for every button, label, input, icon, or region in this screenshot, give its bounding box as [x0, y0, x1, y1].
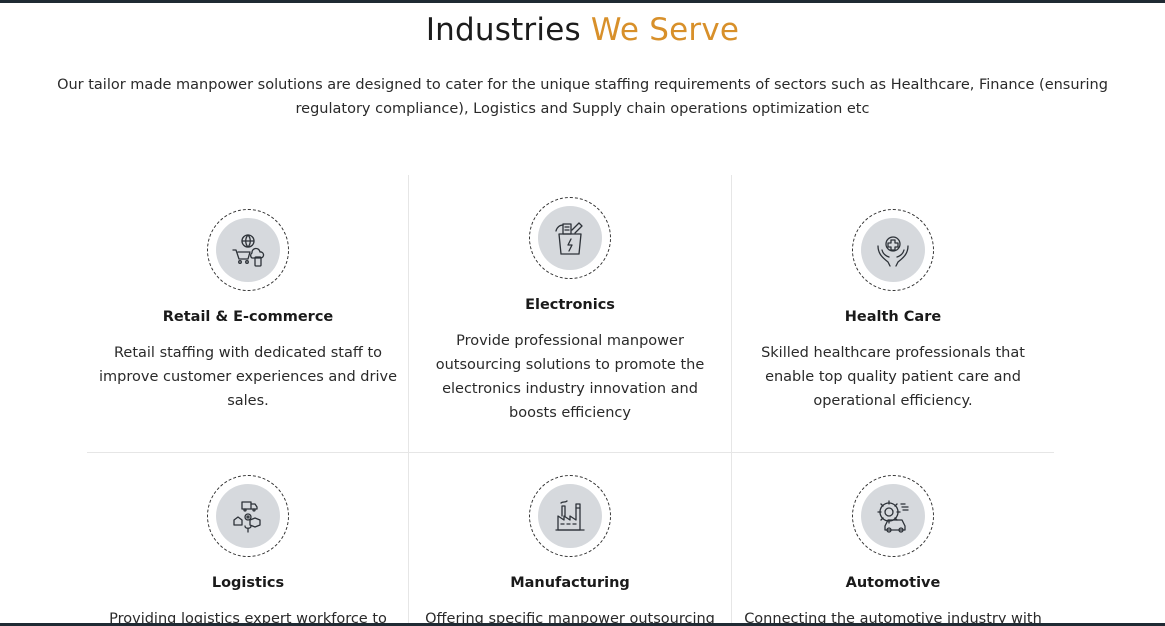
electronics-icon: [538, 206, 602, 270]
industry-description: Connecting the automotive industry with: [744, 611, 1042, 626]
industry-card-logistics[interactable]: Logistics Providing logistics expert wor…: [87, 475, 409, 626]
industry-card-retail-ecommerce[interactable]: Retail & E-commerce Retail staffing with…: [87, 209, 409, 413]
automotive-icon: [861, 484, 925, 548]
logistics-icon: [216, 484, 280, 548]
industry-card-electronics[interactable]: Electronics Provide professional manpowe…: [409, 197, 731, 425]
industry-description: Providing logistics expert workforce to: [109, 611, 387, 626]
grid-divider: [87, 452, 1054, 453]
icon-ring: [852, 475, 934, 557]
industry-title: Electronics: [525, 297, 615, 313]
industry-title: Retail & E-commerce: [162, 309, 334, 325]
health-care-icon: [861, 218, 925, 282]
industry-card-manufacturing[interactable]: Manufacturing Offering specific manpower…: [409, 475, 731, 626]
top-border: [0, 0, 1165, 3]
icon-ring: [529, 197, 611, 279]
industries-grid: Retail & E-commerce Retail staffing with…: [87, 175, 1054, 626]
industry-description: Retail staffing with dedicated staff to …: [99, 345, 397, 409]
industry-title: Logistics: [211, 575, 285, 591]
icon-ring: [207, 209, 289, 291]
grid-divider: [408, 175, 409, 626]
section-title: Industries We Serve: [0, 12, 1165, 48]
section-title-accent: We Serve: [590, 12, 740, 48]
industry-title: Automotive: [845, 575, 941, 591]
retail-ecommerce-icon: [216, 218, 280, 282]
icon-ring: [207, 475, 289, 557]
section-intro: Our tailor made manpower solutions are d…: [57, 77, 1108, 117]
industry-title: Manufacturing: [510, 575, 630, 591]
section-title-main: Industries: [425, 12, 581, 48]
industry-card-automotive[interactable]: Automotive Connecting the automotive ind…: [732, 475, 1054, 626]
bottom-border: [0, 623, 1165, 626]
manufacturing-icon: [538, 484, 602, 548]
industry-description: Offering specific manpower outsourcing: [425, 611, 715, 626]
industry-card-health-care[interactable]: Health Care Skilled healthcare professio…: [732, 209, 1054, 413]
industry-title: Health Care: [844, 309, 942, 325]
grid-divider: [731, 175, 732, 626]
icon-ring: [852, 209, 934, 291]
industry-description: Skilled healthcare professionals that en…: [761, 345, 1025, 409]
industry-description: Provide professional manpower outsourcin…: [435, 333, 705, 421]
icon-ring: [529, 475, 611, 557]
